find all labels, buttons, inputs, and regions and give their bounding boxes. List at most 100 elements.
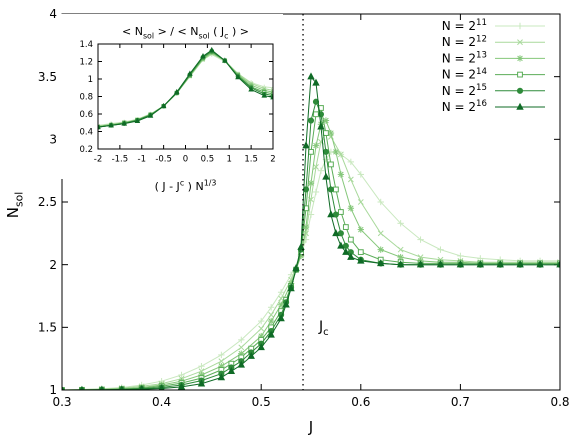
legend-label-4: N = 215 — [442, 83, 487, 98]
main-data-point-3-28 — [347, 236, 354, 243]
main-y-tick-label-1: 1.5 — [38, 321, 57, 335]
inset-x-tick-label-2: -1 — [138, 155, 146, 165]
main-data-point-3-21 — [313, 111, 319, 118]
main-x-tick-label-0: 0.3 — [52, 395, 71, 409]
main-data-point-5-12 — [257, 343, 265, 351]
main-data-point-5-37 — [516, 260, 524, 268]
x-axis-label: J — [308, 418, 313, 436]
main-x-tick-label-2: 0.5 — [252, 395, 271, 409]
legend-label-5: N = 216 — [442, 99, 487, 114]
main-data-point-0-17 — [312, 188, 320, 196]
main-data-point-2-17 — [312, 142, 320, 149]
main-data-point-5-7 — [197, 379, 206, 387]
main-y-tick-label-3: 2.5 — [38, 195, 57, 209]
main-data-point-5-18 — [297, 242, 305, 250]
y-axis-label: Nsol — [4, 192, 26, 218]
main-data-point-5-28 — [347, 252, 355, 260]
legend-marker-1 — [517, 39, 523, 46]
main-data-point-0-11 — [267, 304, 275, 311]
main-data-point-5-17 — [292, 264, 300, 272]
main-data-point-5-10 — [237, 360, 245, 368]
main-data-point-5-39 — [556, 260, 560, 268]
main-data-point-3-26 — [337, 209, 344, 215]
main-y-tick-label-2: 2 — [49, 258, 57, 272]
main-y-tick-label-6: 4 — [49, 7, 57, 21]
legend-marker-5 — [516, 102, 524, 110]
main-data-point-1-23 — [357, 199, 364, 205]
main-data-point-0-27 — [437, 246, 444, 253]
inset-y-tick-label-5: 1.2 — [79, 57, 93, 67]
main-data-point-1-11 — [268, 311, 275, 318]
inset-x-tick-label-3: -0.5 — [155, 155, 172, 165]
main-data-point-1-22 — [347, 176, 354, 183]
main-data-point-5-27 — [342, 247, 350, 255]
main-data-point-5-25 — [332, 229, 340, 237]
main-data-point-2-11 — [267, 317, 275, 325]
main-data-point-5-26 — [337, 241, 345, 249]
main-x-tick-label-4: 0.7 — [451, 395, 470, 409]
legend-label-1: N = 212 — [442, 34, 487, 49]
main-data-point-5-15 — [282, 300, 290, 308]
main-y-tick-label-4: 3 — [49, 133, 57, 147]
inset-data-point-5-7 — [187, 70, 193, 76]
main-data-point-1-10 — [258, 325, 265, 332]
main-data-point-5-13 — [267, 330, 275, 338]
main-data-point-0-6 — [178, 371, 185, 379]
main-data-point-3-29 — [357, 249, 364, 256]
main-x-tick-label-1: 0.4 — [152, 395, 171, 409]
main-data-point-2-26 — [397, 253, 404, 261]
main-x-tick-label-5: 0.8 — [550, 395, 569, 409]
main-data-point-3-23 — [323, 130, 329, 136]
inset-data-point-0-14 — [270, 85, 273, 90]
inset-data-area — [98, 46, 273, 130]
main-data-point-1-9 — [238, 344, 245, 351]
inset-data-point-5-12 — [248, 86, 254, 92]
inset-data-point-5-4 — [147, 112, 154, 118]
main-data-point-1-21 — [337, 151, 344, 158]
legend-label-0: N = 211 — [442, 18, 487, 33]
main-data-point-3-27 — [342, 224, 349, 230]
main-data-point-0-10 — [258, 317, 265, 325]
inset-series-markers-5 — [98, 46, 273, 130]
inset-data-point-5-11 — [235, 73, 241, 80]
inset-data-point-5-2 — [121, 120, 128, 126]
main-data-point-5-34 — [456, 260, 465, 268]
inset-plot-background — [98, 44, 273, 149]
main-data-point-5-29 — [357, 256, 365, 264]
main-data-point-5-8 — [217, 373, 226, 381]
main-data-point-0-18 — [317, 167, 325, 174]
inset-title: < Nsol > / < Nsol ( Jc ) > — [122, 25, 249, 40]
main-series-line-5 — [62, 75, 560, 390]
main-series-line-3 — [62, 106, 560, 390]
inset-y-tick-label-0: 0.2 — [79, 145, 93, 155]
main-data-point-4-26 — [337, 230, 344, 237]
main-data-point-2-23 — [347, 205, 355, 212]
inset-y-tick-label-2: 0.6 — [79, 110, 93, 120]
inset-data-point-5-6 — [173, 88, 180, 95]
main-data-point-1-8 — [218, 358, 225, 365]
inset-x-tick-label-1: -1.5 — [112, 155, 129, 165]
main-data-point-0-22 — [347, 158, 355, 166]
legend-marker-4 — [516, 87, 524, 94]
main-data-point-4-23 — [322, 148, 330, 155]
main-data-point-5-30 — [377, 259, 385, 267]
main-data-point-1-24 — [377, 230, 384, 237]
main-data-point-5-6 — [177, 382, 186, 390]
inset-chart: -2 -1.5 -1 -0.5 0 0.5 1 1.5 2 0.2 0.4 0.6 0.8 1 1.2 1.4… — [58, 14, 283, 193]
inset-y-tick-label-6: 1.4 — [79, 40, 93, 50]
main-x-tick-label-3: 0.6 — [351, 395, 370, 409]
inset-data-point-5-3 — [134, 117, 141, 124]
inset-x-tick-label-4: 0 — [183, 155, 188, 165]
inset-plot-frame — [97, 43, 274, 150]
inset-data-point-5-5 — [160, 102, 167, 109]
main-data-point-5-9 — [227, 366, 236, 374]
main-data-point-0-26 — [417, 236, 424, 243]
main-data-point-5-11 — [247, 351, 255, 359]
main-data-point-0-8 — [218, 351, 225, 359]
main-data-point-4-25 — [332, 211, 339, 218]
main-y-tick-label-5: 3.5 — [38, 70, 57, 84]
inset-data-point-5-10 — [222, 57, 228, 63]
main-data-point-2-21 — [332, 148, 340, 156]
main-data-point-2-24 — [357, 226, 364, 233]
